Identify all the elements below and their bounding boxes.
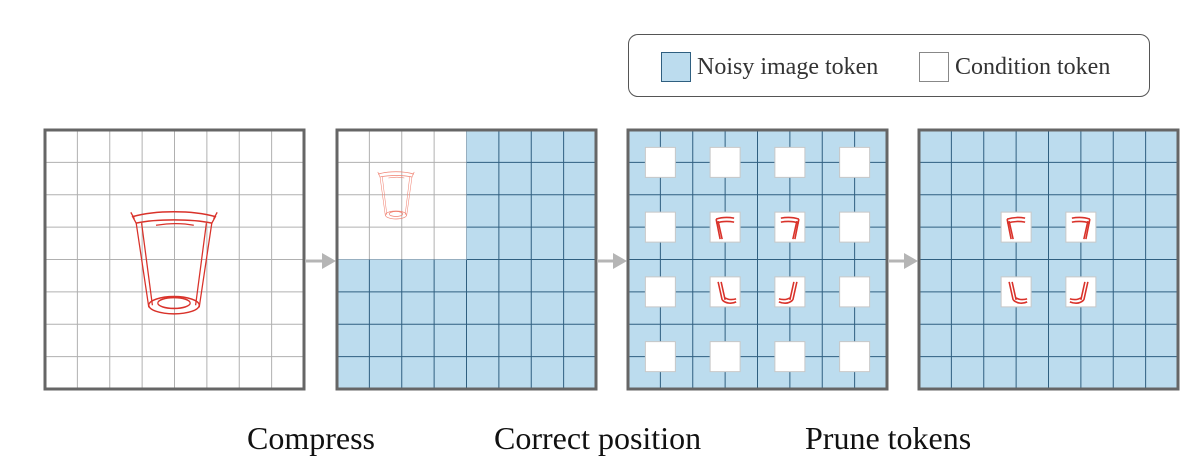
original-condition-panel [43, 128, 306, 391]
arrow-compress [305, 253, 336, 269]
panel-frame [917, 128, 1180, 391]
condition-token-swatch [919, 52, 949, 82]
condition-token [709, 341, 741, 373]
sparse-condition-panel [626, 128, 889, 391]
noisy-token-swatch [661, 52, 691, 82]
condition-token [774, 211, 806, 243]
condition-token [644, 276, 676, 308]
pruned-condition-panel [917, 128, 1180, 391]
condition-token [644, 146, 676, 178]
arrow-prune-tokens [888, 253, 918, 269]
condition-token [1000, 211, 1032, 243]
condition-grid-lines [337, 130, 467, 260]
caption-prune-tokens: Prune tokens [805, 420, 972, 456]
condition-token [709, 211, 741, 243]
condition-token [839, 341, 871, 373]
caption-compress: Compress [247, 420, 375, 456]
noisy-grid-lines [919, 130, 1178, 389]
condition-token [774, 341, 806, 373]
caption-correct-position: Correct position [494, 420, 702, 456]
condition-token [839, 146, 871, 178]
panel-frame [43, 128, 306, 391]
noisy-token-legend-label: Noisy image token [697, 54, 879, 80]
compressed-condition-panel [335, 128, 598, 391]
arrow-correct-position [597, 253, 627, 269]
condition-token-legend-label: Condition token [955, 54, 1111, 80]
panel-frame [626, 128, 889, 391]
condition-token [644, 211, 676, 243]
condition-token [644, 341, 676, 373]
legend: Noisy image token Condition token [628, 34, 1150, 97]
condition-token [839, 211, 871, 243]
condition-token [709, 146, 741, 178]
condition-token [1065, 211, 1097, 243]
condition-token [839, 276, 871, 308]
condition-token [774, 146, 806, 178]
panel-frame [335, 128, 598, 391]
